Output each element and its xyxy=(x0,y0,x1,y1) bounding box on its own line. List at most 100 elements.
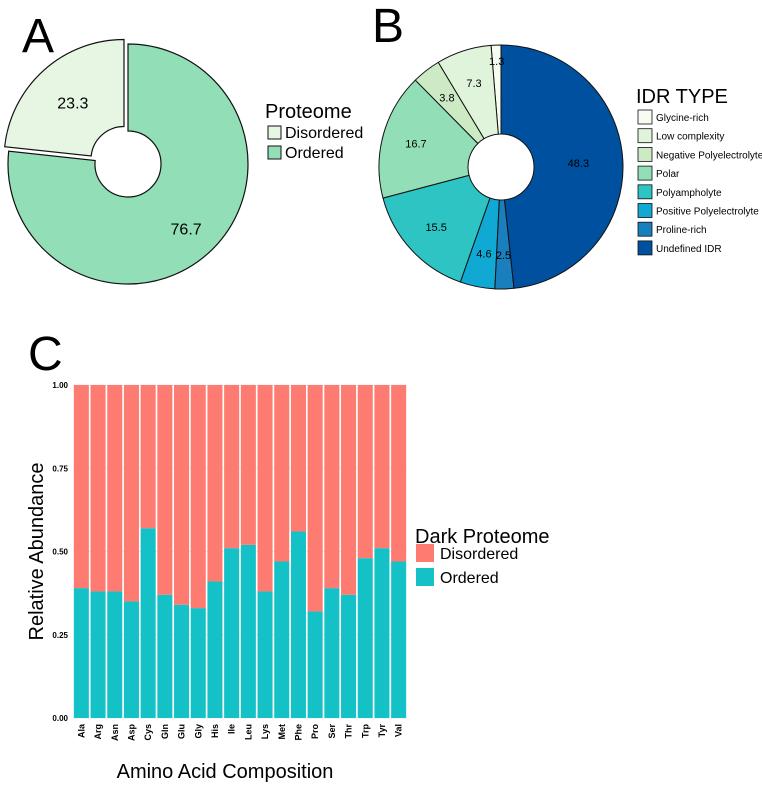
panel-letter-b: B xyxy=(372,0,404,53)
x-tick-label-gln: Gln xyxy=(160,724,170,739)
legend-swatch-glycine-rich xyxy=(637,109,653,125)
slice-positive-polyelectrolyte xyxy=(459,197,500,290)
slice-label-proline-rich: 2.5 xyxy=(496,250,511,262)
y-tick-label: 0.75 xyxy=(52,464,68,473)
bar-ordered-pro xyxy=(307,611,323,718)
legend-swatch-ordered xyxy=(267,145,282,160)
legend-label-positive-polyelectrolyte: Positive Polyelectrolyte xyxy=(656,207,759,218)
slice-polar xyxy=(378,79,479,199)
x-tick-label-ile: Ile xyxy=(227,724,237,734)
bar-disordered-val xyxy=(391,385,407,562)
legend-swatch-low-complexity xyxy=(637,128,653,144)
bar-disordered-trp xyxy=(357,385,373,559)
bar-disordered-gln xyxy=(157,385,173,595)
slice-label-glycine-rich: 1.3 xyxy=(489,56,504,68)
bar-ordered-his xyxy=(207,581,223,718)
x-tick-label-glu: Glu xyxy=(177,724,187,739)
x-tick-label-asp: Asp xyxy=(126,724,136,742)
bar-ordered-gln xyxy=(157,594,173,718)
bar-disordered-cys xyxy=(140,385,156,529)
bar-disordered-pro xyxy=(307,385,323,612)
bar-disordered-his xyxy=(207,385,223,582)
legend-title: Proteome xyxy=(265,101,352,123)
panel-letter-c: C xyxy=(28,328,63,381)
slice-label-low-complexity: 7.3 xyxy=(466,78,481,90)
legend-label-ordered: Ordered xyxy=(285,145,344,162)
y-tick-label: 0.00 xyxy=(52,714,68,723)
y-axis-label: Relative Abundance xyxy=(26,463,48,641)
bar-ordered-cys xyxy=(140,528,156,718)
x-tick-label-met: Met xyxy=(277,724,287,740)
y-tick-label: 1.00 xyxy=(52,381,68,390)
x-tick-label-leu: Leu xyxy=(243,724,253,740)
panel-b-donut-chart: 1.3 7.3 3.8 16.7 15.5 4.6 2.5 48.3 xyxy=(378,44,624,290)
x-tick-label-phe: Phe xyxy=(293,724,303,741)
bar-disordered-thr xyxy=(341,385,357,595)
bar-ordered-lys xyxy=(257,591,273,718)
legend-label-negative-polyelectrolyte: Negative Polyelectrolyte xyxy=(656,150,762,161)
bar-ordered-gly xyxy=(190,608,206,718)
legend-label-disordered: Disordered xyxy=(285,125,363,142)
x-axis-label: Amino Acid Composition xyxy=(117,761,334,783)
slice-label-disordered: 23.3 xyxy=(57,96,88,113)
x-tick-label-trp: Trp xyxy=(360,724,370,739)
legend-label-proline-rich: Proline-rich xyxy=(656,225,707,236)
panel-c-stacked-bar-chart: 0.00 0.25 0.50 0.75 1.00 Ala Arg Asn Asp Cys Gln Gl… xyxy=(26,381,407,783)
bar-disordered-ile xyxy=(224,385,240,549)
panel-a-legend: Proteome Disordered Ordered xyxy=(265,101,363,162)
bar-ordered-asn xyxy=(107,591,123,718)
slice-label-negative-polyelectrolyte: 3.8 xyxy=(439,92,454,104)
x-tick-label-cys: Cys xyxy=(143,724,153,741)
legend-label-ordered: Ordered xyxy=(440,570,499,587)
bar-disordered-ala xyxy=(73,385,89,589)
bar-ordered-phe xyxy=(290,531,306,718)
bar-ordered-glu xyxy=(174,604,190,718)
slice-undefined-idr xyxy=(500,44,624,289)
bar-ordered-ile xyxy=(224,548,240,718)
legend-swatch-polyampholyte xyxy=(637,184,653,200)
bar-disordered-arg xyxy=(90,385,106,592)
x-tick-label-val: Val xyxy=(394,724,404,737)
bar-ordered-tyr xyxy=(374,548,390,718)
legend-swatch-positive-polyelectrolyte xyxy=(637,203,653,218)
legend-label-disordered: Disordered xyxy=(440,546,518,563)
x-tick-label-asn: Asn xyxy=(110,724,120,741)
panel-b-legend: IDR TYPE Glycine-rich Low complexity Negati… xyxy=(636,86,762,256)
panel-letter-a: A xyxy=(22,10,54,63)
x-tick-label-arg: Arg xyxy=(93,724,103,740)
bar-disordered-gly xyxy=(190,385,206,609)
bar-disordered-ser xyxy=(324,385,340,589)
bar-disordered-tyr xyxy=(374,385,390,549)
legend-label-glycine-rich: Glycine-rich xyxy=(656,113,709,124)
legend-swatch-proline-rich xyxy=(637,221,653,237)
slice-polyampholyte xyxy=(382,174,491,283)
bar-disordered-lys xyxy=(257,385,273,592)
legend-label-undefined-idr: Undefined IDR xyxy=(656,244,722,255)
x-tick-label-thr: Thr xyxy=(344,724,354,739)
bar-disordered-asn xyxy=(107,385,123,592)
bar-ordered-trp xyxy=(357,558,373,718)
bar-ordered-val xyxy=(391,561,407,718)
x-tick-label-ser: Ser xyxy=(327,724,337,739)
legend-label-low-complexity: Low complexity xyxy=(656,132,724,143)
legend-swatch-disordered xyxy=(267,125,282,140)
slice-negative-polyelectrolyte xyxy=(414,61,485,145)
y-tick-label: 0.50 xyxy=(52,548,68,557)
slice-label-ordered: 76.7 xyxy=(171,222,202,239)
legend-label-polyampholyte: Polyampholyte xyxy=(656,188,722,199)
legend-label-polar: Polar xyxy=(656,169,680,180)
bar-ordered-leu xyxy=(240,544,256,718)
panel-a-donut-chart: 76.7 23.3 xyxy=(4,38,249,285)
slice-label-polyampholyte: 15.5 xyxy=(425,222,446,234)
x-tick-label-tyr: Tyr xyxy=(377,724,387,738)
bar-ordered-met xyxy=(274,561,290,718)
slice-disordered xyxy=(4,38,125,157)
legend-swatch-ordered xyxy=(416,568,434,586)
x-tick-label-gly: Gly xyxy=(193,724,203,739)
slice-label-undefined-idr: 48.3 xyxy=(568,158,589,170)
slice-label-polar: 16.7 xyxy=(405,139,426,151)
slice-ordered xyxy=(7,43,249,285)
bar-disordered-met xyxy=(274,385,290,562)
